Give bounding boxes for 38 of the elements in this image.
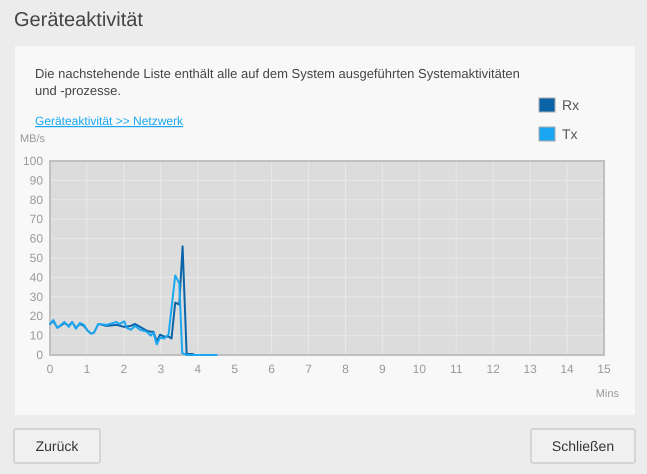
y-tick-label: 60	[30, 232, 44, 246]
x-tick-label: 1	[84, 362, 91, 376]
x-tick-label: 14	[560, 362, 574, 376]
legend-label: Tx	[562, 126, 578, 142]
y-tick-label: 70	[30, 212, 44, 226]
x-tick-label: 4	[194, 362, 202, 376]
line-series	[49, 245, 196, 356]
text: Zurück	[36, 438, 80, 454]
x-tick-label: 0	[46, 362, 54, 376]
text: Schließen	[552, 438, 614, 454]
x-tick-label: 10	[412, 362, 426, 376]
text: Geräteaktivität >> Netzwerk	[35, 114, 184, 128]
x-tick-label: 15	[597, 362, 611, 376]
chart-title: Geräteaktivität	[14, 9, 144, 31]
x-tick-label: 11	[450, 362, 463, 376]
x-tick-label: 13	[523, 362, 538, 376]
y-tick-label: 90	[30, 173, 44, 188]
y-axis-title: MB/s	[20, 133, 46, 145]
y-tick-label: 80	[30, 192, 44, 207]
y-tick-label: 20	[30, 309, 44, 324]
y-tick-label: 100	[22, 154, 44, 168]
x-axis-title: Mins	[596, 388, 620, 400]
x-tick-label: 3	[157, 362, 164, 376]
x-tick-label: 7	[305, 362, 312, 376]
x-tick-label: 12	[486, 362, 500, 376]
x-tick-label: 5	[231, 362, 238, 376]
line-series	[49, 274, 218, 356]
legend-label: Rx	[562, 97, 580, 113]
y-tick-label: 40	[30, 270, 44, 284]
y-tick-label: 50	[30, 251, 44, 265]
text: Die nachstehende Liste enthält alle auf dem System ausgeführten Systemaktivitäten und -prozesse.	[35, 66, 520, 98]
x-tick-label: 9	[379, 362, 386, 376]
x-tick-label: 2	[120, 362, 128, 376]
y-tick-label: 10	[30, 328, 44, 343]
x-tick-label: 6	[268, 362, 276, 376]
y-tick-label: 0	[36, 348, 44, 362]
x-tick-label: 8	[342, 362, 350, 376]
y-tick-label: 30	[30, 290, 44, 304]
